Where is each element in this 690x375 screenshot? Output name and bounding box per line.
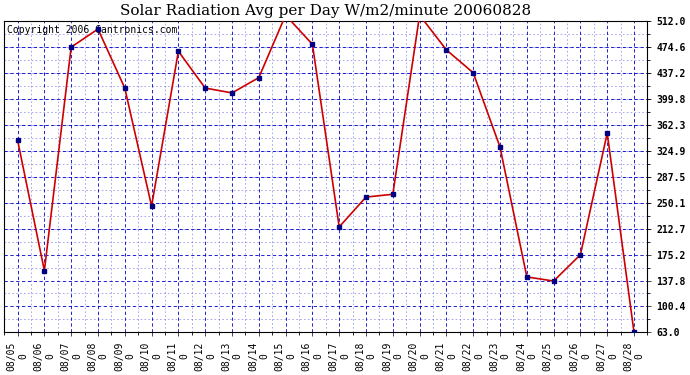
Title: Solar Radiation Avg per Day W/m2/minute 20060828: Solar Radiation Avg per Day W/m2/minute … [120,4,531,18]
Text: Copyright 2006 Cantronics.com: Copyright 2006 Cantronics.com [8,26,178,35]
